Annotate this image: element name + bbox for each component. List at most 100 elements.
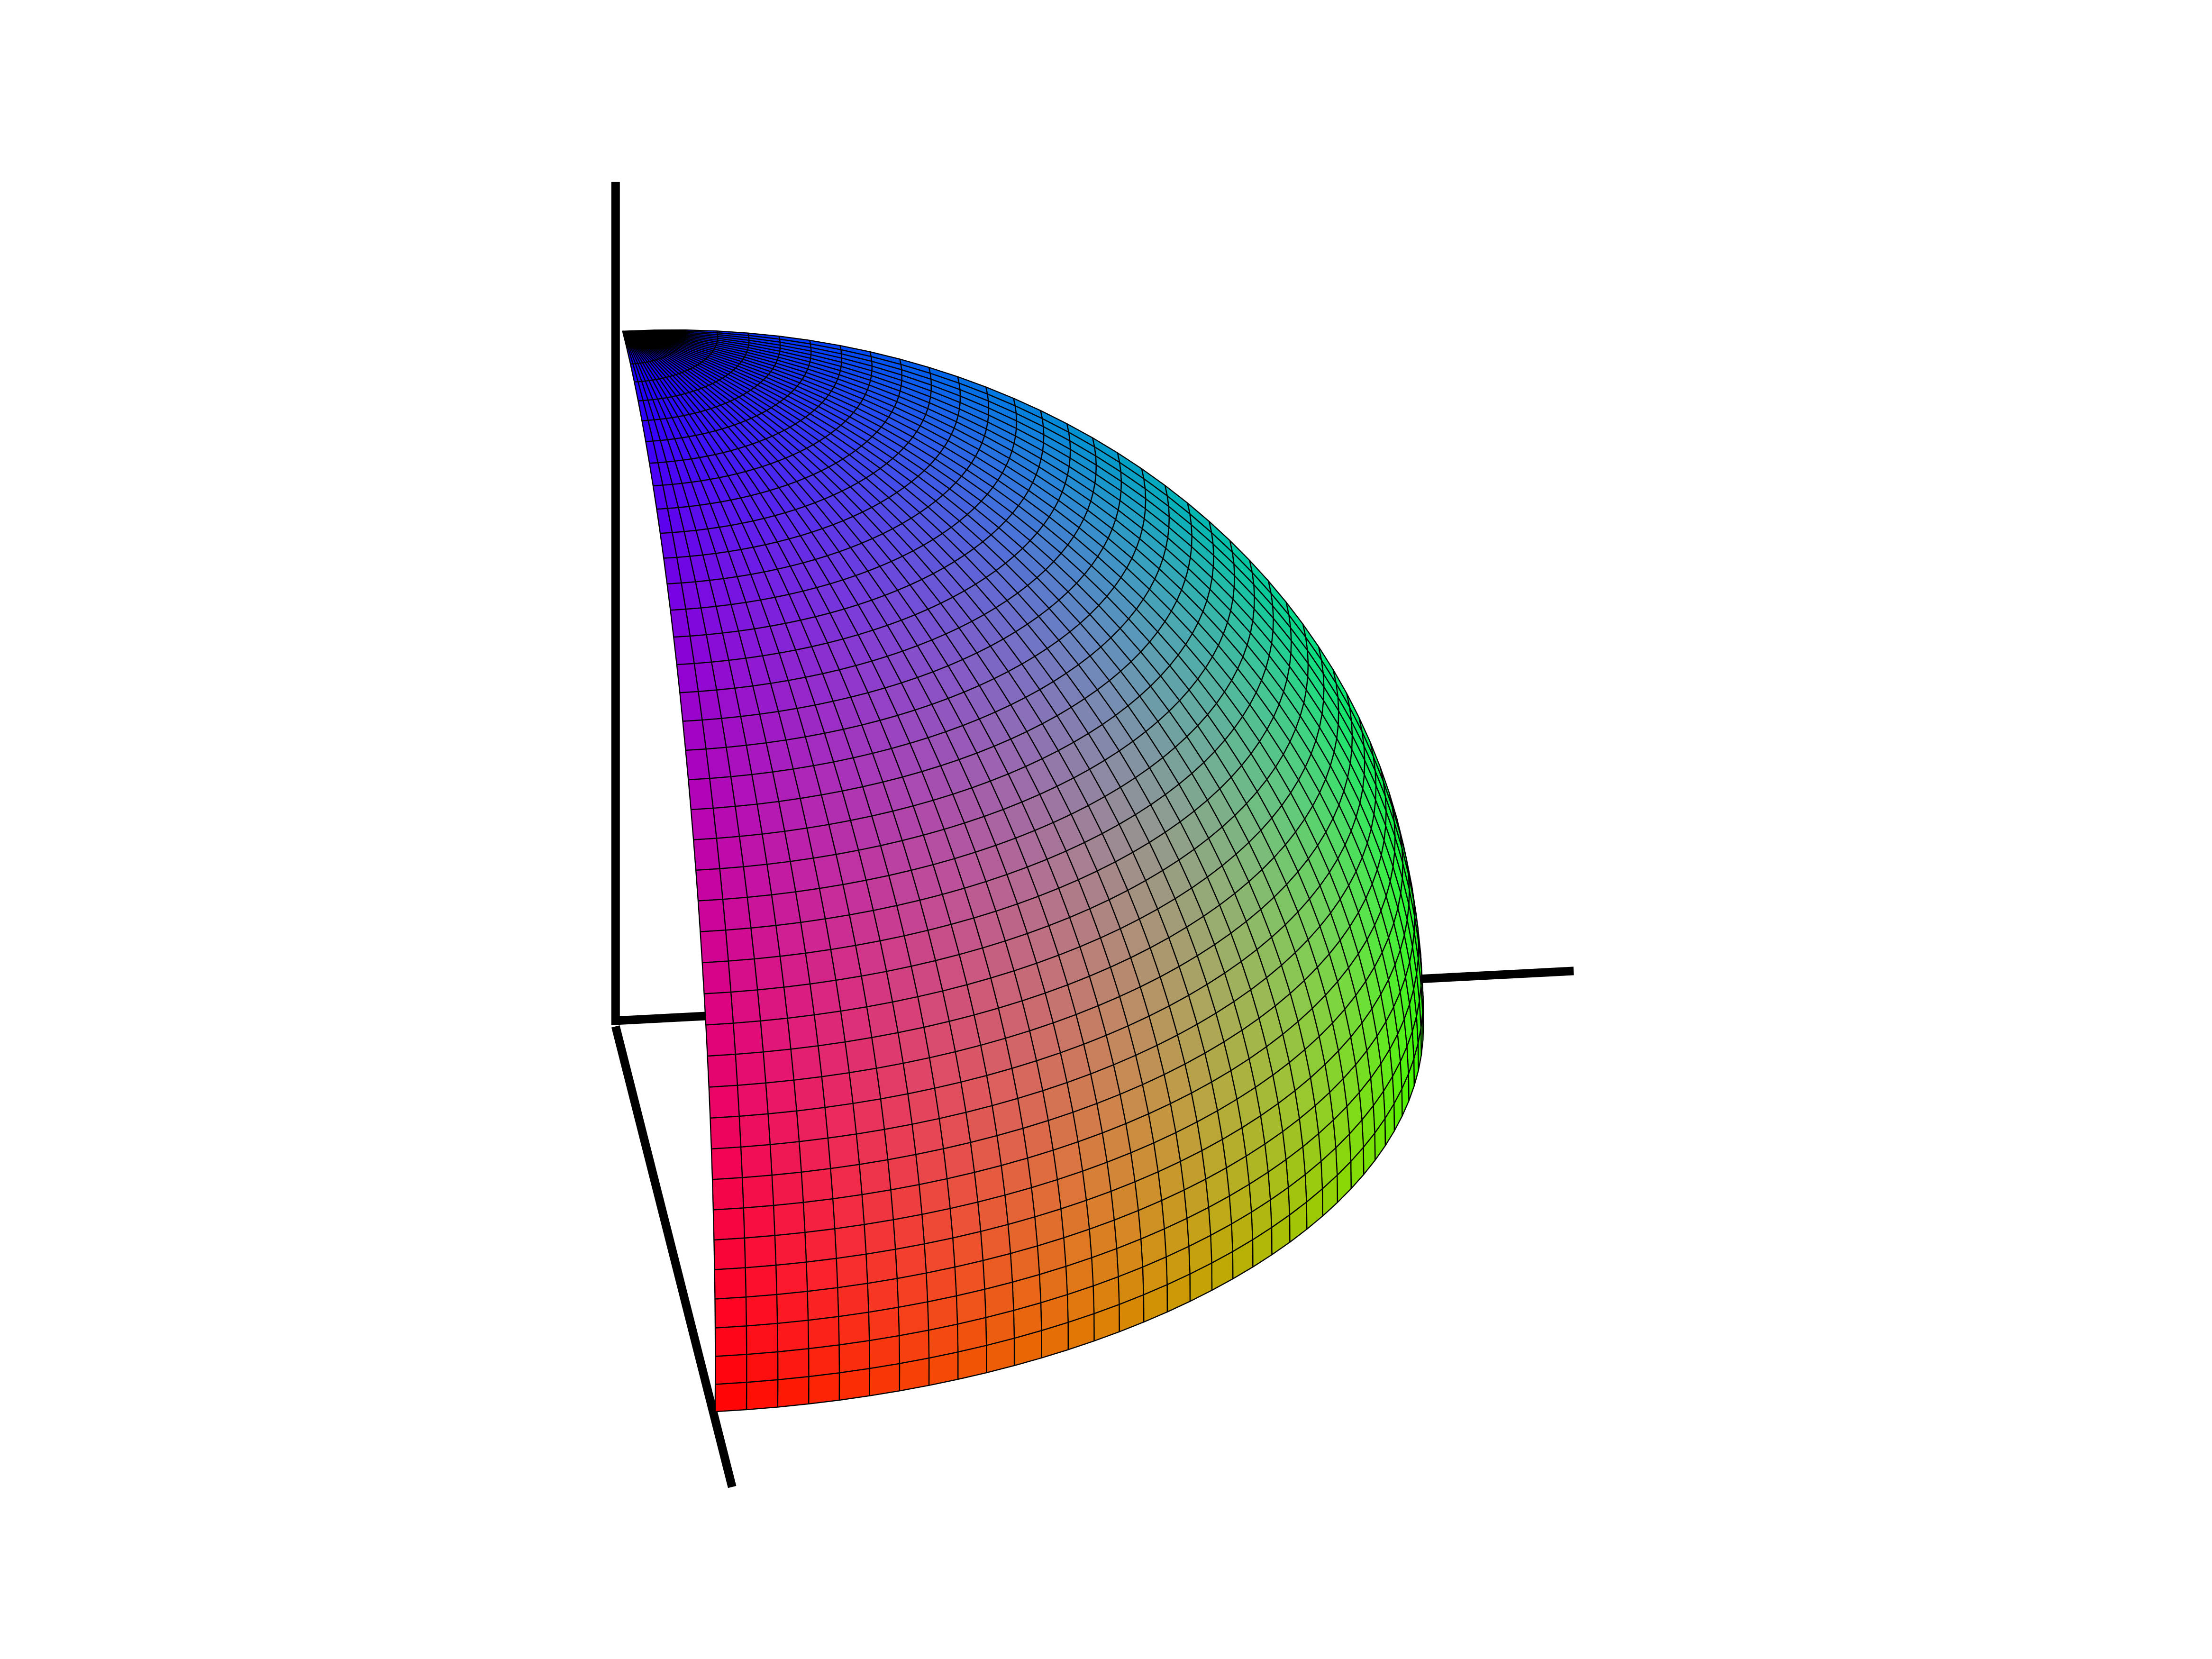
surface-cell bbox=[805, 1258, 838, 1292]
surface-cell bbox=[830, 1164, 863, 1200]
surface-cell bbox=[848, 1067, 882, 1104]
surface-cell bbox=[714, 1354, 747, 1385]
surface-cell bbox=[868, 1306, 900, 1341]
surface-cell bbox=[760, 1017, 792, 1053]
surface-cell bbox=[744, 1235, 777, 1268]
surface-cell bbox=[809, 979, 841, 1016]
surface-cell bbox=[728, 958, 758, 993]
surface-cell bbox=[793, 1076, 826, 1112]
surface-cell bbox=[746, 1351, 779, 1383]
surface-cell bbox=[746, 1379, 779, 1411]
surface-cell bbox=[827, 1133, 860, 1169]
surface-cell bbox=[710, 1146, 743, 1180]
surface-cell bbox=[817, 1041, 850, 1077]
surface-cell bbox=[725, 927, 755, 962]
surface-cell bbox=[776, 1291, 809, 1324]
surface-cell bbox=[787, 1014, 819, 1050]
surface-cell bbox=[835, 975, 867, 1012]
surface-cell bbox=[754, 956, 785, 991]
surface-cell bbox=[746, 1322, 779, 1355]
surface-cell bbox=[852, 1098, 885, 1135]
surface-cell bbox=[777, 1348, 810, 1381]
surface-cell bbox=[796, 1107, 828, 1142]
surface-cell bbox=[902, 1057, 936, 1094]
surface-cell bbox=[834, 1224, 867, 1259]
surface-cell bbox=[840, 1006, 873, 1043]
surface-cell bbox=[856, 1129, 889, 1165]
surface-cell bbox=[688, 778, 714, 811]
surface-cell bbox=[741, 1174, 774, 1209]
surface-cell bbox=[714, 1382, 747, 1413]
surface-cell bbox=[838, 1367, 871, 1401]
surface-cell bbox=[712, 806, 740, 839]
surface-cell bbox=[858, 1159, 892, 1195]
surface-cell bbox=[690, 807, 717, 840]
surface-cell bbox=[773, 1202, 806, 1236]
surface-cell bbox=[685, 748, 710, 781]
surface-cell bbox=[711, 1177, 744, 1211]
surface-cell bbox=[714, 1296, 747, 1329]
surface-cell bbox=[774, 1231, 807, 1266]
surface-cell bbox=[757, 986, 788, 1022]
surface-cell bbox=[767, 1110, 800, 1145]
surface-cell bbox=[679, 691, 703, 722]
surface-cell bbox=[861, 1189, 894, 1225]
surface-cell bbox=[813, 1010, 846, 1047]
surface-cell bbox=[695, 868, 724, 902]
surface-cell bbox=[869, 1363, 901, 1396]
surface-cell bbox=[864, 1219, 896, 1255]
surface-cell bbox=[714, 1267, 747, 1300]
surface-cell bbox=[769, 1141, 802, 1176]
surface-cell bbox=[730, 989, 761, 1024]
surface-cell bbox=[745, 1294, 778, 1327]
surface-cell bbox=[763, 1048, 795, 1084]
surface-cell bbox=[714, 1325, 747, 1357]
surface-cell bbox=[775, 1261, 808, 1295]
surface-cell bbox=[844, 1037, 877, 1074]
surface-cell bbox=[777, 1376, 810, 1408]
surface-cell bbox=[673, 635, 695, 665]
surface-cell bbox=[692, 838, 720, 871]
surface-cell bbox=[776, 1320, 810, 1353]
surface-cell bbox=[682, 719, 707, 751]
surface-cell bbox=[746, 894, 777, 929]
surface-cell bbox=[838, 1340, 871, 1374]
surface-cell bbox=[771, 891, 801, 926]
surface-cell bbox=[911, 1118, 944, 1155]
surface-cell bbox=[808, 1344, 840, 1377]
surface bbox=[622, 329, 1424, 1413]
surface-cell bbox=[865, 1249, 898, 1284]
surface-cell bbox=[750, 925, 781, 960]
x-axis bbox=[611, 1025, 737, 1488]
surface-cell bbox=[716, 836, 744, 869]
surface-cell bbox=[824, 1103, 857, 1139]
surface-cell bbox=[707, 1053, 738, 1088]
surface-cell bbox=[703, 991, 734, 1026]
surface-cell bbox=[798, 1137, 831, 1173]
surface-cell bbox=[805, 949, 837, 985]
surface-cell bbox=[775, 921, 806, 957]
surface-cell bbox=[705, 1022, 736, 1057]
surface-cell bbox=[895, 1243, 927, 1279]
surface-cell bbox=[907, 1087, 940, 1125]
surface-cell bbox=[836, 1253, 868, 1288]
surface-cell bbox=[783, 983, 815, 1019]
surface-cell bbox=[871, 1032, 904, 1069]
surface-cell bbox=[838, 1312, 870, 1346]
surface-cell bbox=[738, 1113, 771, 1148]
surface-cell bbox=[697, 899, 727, 932]
surface-cell bbox=[708, 1085, 740, 1119]
surface-cell bbox=[735, 1051, 766, 1086]
surface-cell bbox=[867, 1277, 899, 1313]
surface-cell bbox=[890, 1184, 923, 1221]
surface-cell bbox=[771, 1171, 804, 1206]
surface-cell bbox=[710, 1115, 742, 1149]
surface-cell bbox=[869, 1335, 901, 1369]
surface-cell bbox=[804, 1228, 837, 1263]
surface-cell bbox=[676, 663, 699, 693]
surface-cell bbox=[737, 1082, 769, 1117]
surface-cell bbox=[892, 1213, 925, 1250]
surface-cell bbox=[765, 1079, 798, 1115]
surface-cell bbox=[821, 1072, 854, 1108]
